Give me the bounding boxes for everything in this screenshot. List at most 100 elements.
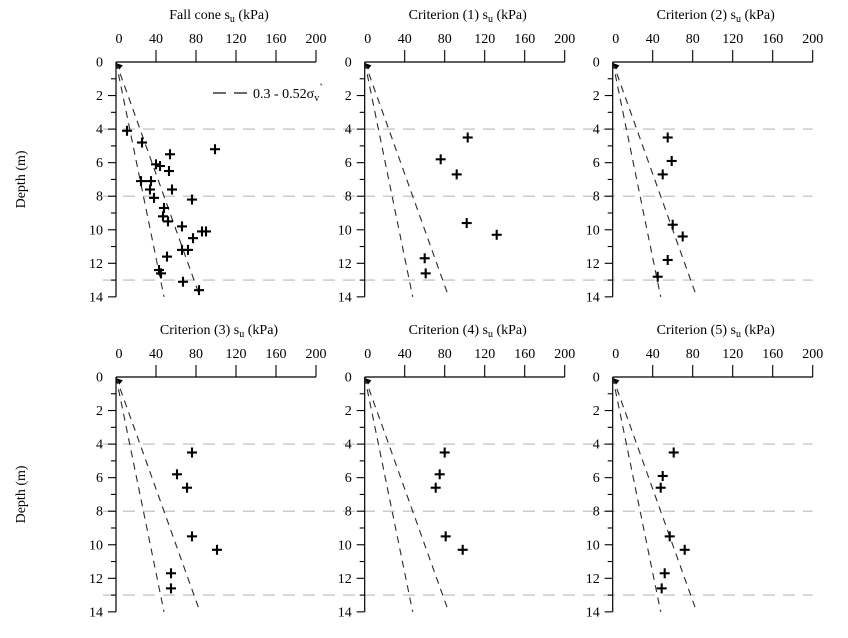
y-tick-label-14-text: 14	[338, 605, 352, 620]
x-tick-label-200-text: 200	[306, 347, 327, 362]
y-tick-label-8-text: 8	[96, 505, 103, 520]
data-point-marker	[136, 176, 146, 187]
envelope-line-upper	[364, 61, 450, 298]
envelope-line-upper	[115, 376, 201, 613]
x-tick-label-40: 40	[149, 347, 163, 362]
y-tick-label-10: 10	[89, 223, 103, 238]
data-points	[122, 125, 220, 296]
x-tick-label-200-text: 200	[306, 32, 327, 47]
subplot-title-criterion-3-text: u	[239, 329, 244, 340]
y-tick-label-12: 12	[89, 572, 103, 587]
x-tick-label-40: 40	[398, 32, 412, 47]
subplot-criterion-5: 0 40 80 120 160 200 0 2 4 6 8 10 12 14 Criterion (5) s…	[586, 323, 824, 620]
y-tick-label-0: 0	[345, 56, 352, 71]
y-tick-label-0: 0	[593, 56, 600, 71]
x-tick-label-0-text: 0	[612, 347, 619, 362]
x-tick-label-40: 40	[398, 347, 412, 362]
y-tick-label-6-text: 6	[345, 156, 352, 171]
data-point-marker	[440, 531, 451, 542]
y-tick-label-2-text: 2	[593, 404, 600, 419]
y-tick-label-12-text: 12	[586, 257, 600, 272]
y-axis-label-row-1: Depth (m)	[14, 150, 29, 208]
envelope-line-lower	[115, 61, 165, 297]
x-tick-label-0-text: 0	[364, 347, 371, 362]
x-tick-label-40-text: 40	[646, 347, 660, 362]
y-tick-label-6: 6	[96, 156, 103, 171]
subplot-title-criterion-4: Criterion (4) su (kPa)	[409, 323, 527, 340]
x-tick-label-80: 80	[686, 347, 700, 362]
data-point-marker	[146, 176, 156, 187]
envelope-line-upper	[364, 376, 450, 613]
y-tick-label-6-text: 6	[593, 156, 600, 171]
x-tick-label-160: 160	[514, 32, 535, 47]
x-tick-label-0-text: 0	[116, 347, 123, 362]
x-tick-label-40: 40	[149, 32, 163, 47]
data-point-marker	[187, 447, 197, 458]
subplot-fall-cone: 0 40 80 120 160 200 0 2 4 6 8 10 12 14 Fall cone su (k…	[89, 8, 327, 305]
y-tick-label-10: 10	[586, 538, 600, 553]
y-tick-label-10-text: 10	[586, 538, 600, 553]
gridlines-row-2	[103, 443, 813, 596]
data-point-marker	[155, 161, 165, 172]
subplot-title-criterion-5: Criterion (5) su (kPa)	[657, 323, 775, 340]
y-tick-label-10: 10	[586, 223, 600, 238]
subplot-title-fall-cone-text: (kPa)	[235, 8, 269, 23]
x-tick-label-200: 200	[554, 32, 575, 47]
y-tick-label-14: 14	[89, 605, 103, 620]
data-point-marker	[167, 184, 177, 195]
data-point-marker	[668, 447, 679, 458]
y-tick-label-4-text: 4	[96, 123, 103, 138]
x-tick-label-120: 120	[474, 347, 495, 362]
x-tick-label-40-text: 40	[149, 347, 163, 362]
subplot-title-criterion-4-text: u	[488, 329, 493, 340]
legend-label: 0.3 - 0.52σv`	[253, 81, 323, 104]
x-tick-label-40-text: 40	[149, 32, 163, 47]
y-tick-label-6: 6	[96, 471, 103, 486]
data-points	[655, 447, 690, 594]
subplot-title-criterion-3-text: (kPa)	[244, 323, 278, 338]
x-tick-label-0: 0	[364, 347, 371, 362]
x-tick-label-80-text: 80	[438, 347, 452, 362]
x-tick-label-80: 80	[438, 347, 452, 362]
x-tick-label-120-text: 120	[226, 32, 247, 47]
data-point-marker	[435, 154, 446, 165]
y-tick-label-10: 10	[89, 538, 103, 553]
x-tick-label-0-text: 0	[116, 32, 123, 47]
y-tick-label-14: 14	[338, 290, 352, 305]
y-tick-label-8: 8	[96, 190, 103, 205]
x-tick-label-120-text: 120	[722, 32, 743, 47]
data-point-marker	[662, 132, 673, 143]
y-tick-label-14-text: 14	[89, 290, 103, 305]
envelope-line-upper	[612, 376, 698, 613]
data-point-marker	[122, 125, 132, 136]
y-tick-label-14-text: 14	[586, 605, 600, 620]
envelope-line-upper	[115, 61, 201, 298]
y-tick-label-8: 8	[593, 505, 600, 520]
data-point-marker	[434, 469, 445, 480]
x-tick-label-80: 80	[189, 32, 203, 47]
x-tick-label-0-text: 0	[612, 32, 619, 47]
data-point-marker	[677, 231, 688, 242]
data-point-marker	[664, 531, 675, 542]
data-point-marker	[201, 226, 211, 237]
y-tick-label-14: 14	[586, 290, 600, 305]
y-tick-label-0: 0	[96, 56, 103, 71]
y-tick-label-0-text: 0	[593, 371, 600, 386]
x-tick-label-200: 200	[554, 347, 575, 362]
data-point-marker	[166, 583, 176, 594]
envelope-line-lower	[364, 376, 414, 612]
y-tick-label-0-text: 0	[96, 371, 103, 386]
envelope-line-lower	[115, 376, 165, 612]
x-tick-label-120: 120	[226, 32, 247, 47]
x-tick-label-200-text: 200	[802, 347, 823, 362]
data-point-marker	[188, 233, 198, 244]
legend-label-text: 0.3 - 0.52σ	[253, 87, 315, 102]
x-tick-label-120: 120	[474, 32, 495, 47]
y-tick-label-8-text: 8	[345, 505, 352, 520]
origin-arrow	[613, 63, 620, 70]
data-point-marker	[657, 169, 668, 180]
data-point-marker	[172, 469, 182, 480]
subplot-title-criterion-4-text: (kPa)	[493, 323, 527, 338]
data-point-marker	[652, 271, 663, 282]
